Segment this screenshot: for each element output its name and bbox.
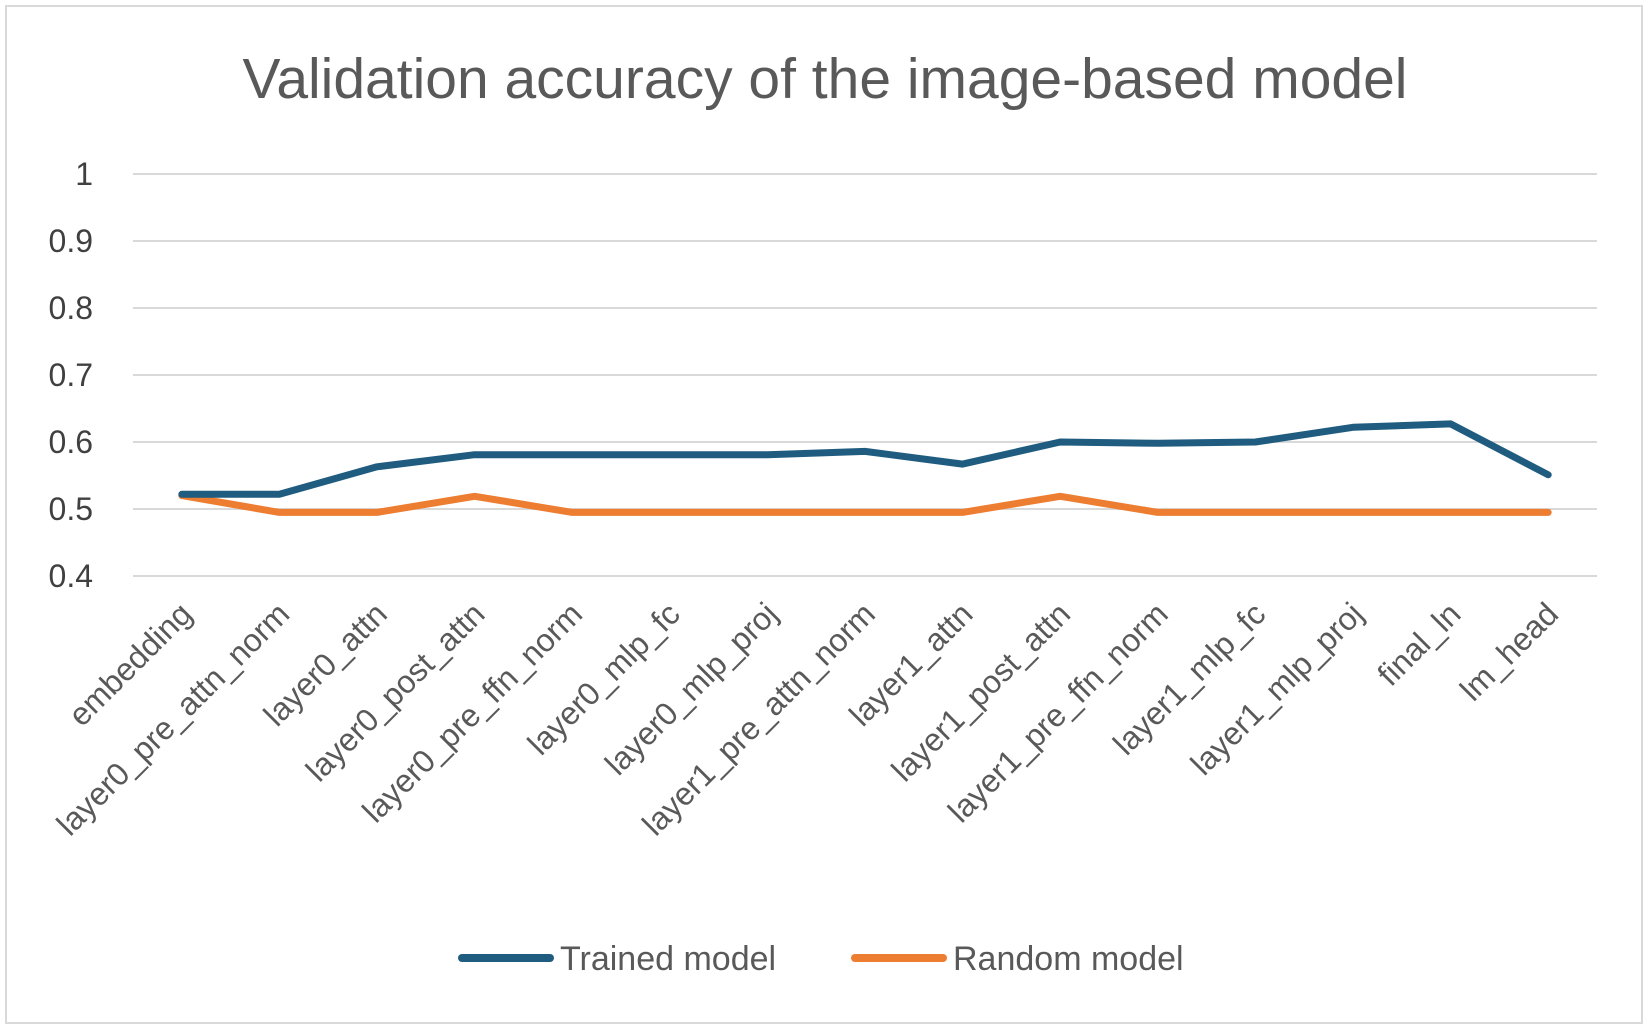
y-tick-label: 0.7 [49,357,93,393]
x-tick-label: final_ln [1370,595,1467,692]
chart-title: Validation accuracy of the image-based m… [243,47,1408,111]
x-tick-label: layer1_mlp_proj [1184,595,1370,781]
x-tick-label: layer1_post_attn [884,595,1077,788]
series-line-trained-model [178,420,1552,498]
x-tick-label: layer0_post_attn [299,595,492,788]
y-tick-label: 0.9 [49,223,93,259]
legend: Trained model Random model [458,940,1184,978]
legend-label: Trained model [560,940,776,978]
legend-label: Random model [953,940,1184,978]
x-axis-ticks: embeddinglayer0_pre_attn_normlayer0_attn… [50,595,1566,842]
x-tick-label: lm_head [1453,595,1565,707]
y-tick-label: 0.6 [49,424,93,460]
y-tick-label: 1 [75,156,93,192]
x-tick-label: layer0_mlp_proj [598,595,784,781]
series-line-random-model [178,492,1552,516]
y-tick-label: 0.5 [49,491,93,527]
y-tick-label: 0.4 [49,558,93,594]
series-lines [178,420,1552,516]
y-axis-ticks: 0.4 0.5 0.6 0.7 0.8 0.9 1 [49,156,93,594]
y-tick-label: 0.8 [49,290,93,326]
